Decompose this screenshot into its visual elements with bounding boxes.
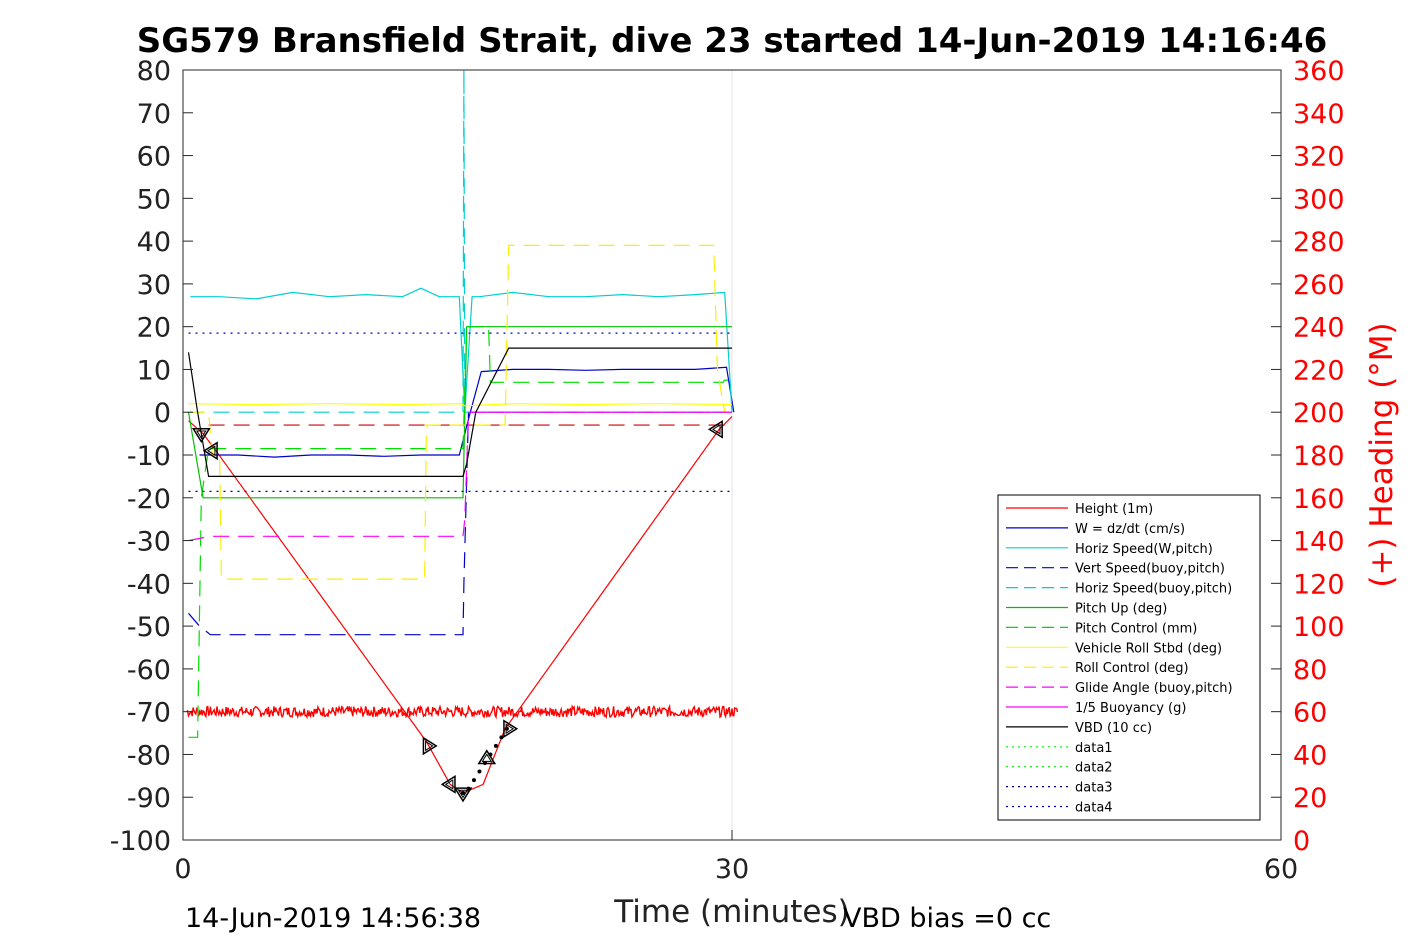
right-tick-label: 160 xyxy=(1293,484,1345,515)
right-tick-label: 180 xyxy=(1293,441,1345,472)
left-tick-label: -90 xyxy=(127,783,171,814)
right-tick-label: 140 xyxy=(1293,527,1345,558)
triangle-marker-inner xyxy=(457,789,469,799)
triangle-marker xyxy=(707,419,723,439)
legend-entry: Vehicle Roll Stbd (deg) xyxy=(1075,641,1222,656)
triangle-marker-inner xyxy=(206,445,216,457)
left-tick-label: 0 xyxy=(154,398,171,429)
right-tick-label: 0 xyxy=(1293,826,1310,857)
left-tick-label: 30 xyxy=(137,270,171,301)
right-axis-label: (+) Heading (°M) xyxy=(1364,322,1400,587)
left-tick-label: 20 xyxy=(137,313,171,344)
right-tick-label: 100 xyxy=(1293,612,1345,643)
triangle-marker-inner xyxy=(505,723,515,735)
right-tick-label: 220 xyxy=(1293,355,1345,386)
right-tick-label: 320 xyxy=(1293,142,1345,173)
ascent-dot xyxy=(471,778,476,783)
legend-entry: Pitch Control (mm) xyxy=(1075,621,1197,636)
legend-entry: Pitch Up (deg) xyxy=(1075,602,1167,617)
ascent-dot xyxy=(460,790,465,795)
legend-entry: data2 xyxy=(1075,761,1113,776)
legend-entry: data4 xyxy=(1075,801,1113,816)
triangle-marker xyxy=(440,775,456,794)
legend-entry: Roll Control (deg) xyxy=(1075,661,1189,676)
footer-timestamp: 14-Jun-2019 14:56:38 xyxy=(185,903,481,934)
right-axis: 3603403203002802602402202001801601401201… xyxy=(1293,56,1345,857)
left-tick-label: 50 xyxy=(137,184,171,215)
legend-entry: Vert Speed(buoy,pitch) xyxy=(1075,562,1225,577)
left-tick-label: -40 xyxy=(127,569,171,600)
legend-entry: data3 xyxy=(1075,781,1113,796)
left-tick-label: 60 xyxy=(137,142,171,173)
left-tick-label: -80 xyxy=(127,740,171,771)
right-tick-label: 340 xyxy=(1293,99,1345,130)
right-tick-label: 240 xyxy=(1293,313,1345,344)
triangle-marker xyxy=(422,736,438,756)
ascent-dot xyxy=(499,735,504,740)
legend-entry: VBD (10 cc) xyxy=(1075,721,1152,736)
right-tick-label: 280 xyxy=(1293,227,1345,258)
triangle-marker-inner xyxy=(481,753,493,762)
x-axis-label: Time (minutes) xyxy=(613,894,849,930)
triangle-marker-inner xyxy=(195,430,207,439)
triangle-marker xyxy=(191,428,211,444)
series-line-4 xyxy=(188,69,732,413)
ascent-dot xyxy=(477,769,482,774)
left-axis: 80 70 60 50 40 30 20 10 0 -10 -20 -30 -40 -50 -60 -70 -8… xyxy=(110,56,1281,857)
x-tick-label: 60 xyxy=(1264,854,1298,885)
triangle-marker-inner xyxy=(444,779,454,790)
left-tick-label: -70 xyxy=(127,698,171,729)
x-axis: 0 30 60 xyxy=(174,830,1298,885)
left-tick-label: -30 xyxy=(127,527,171,558)
right-tick-label: 40 xyxy=(1293,740,1327,771)
legend-entry: Horiz Speed(buoy,pitch) xyxy=(1075,582,1232,597)
left-tick-label: -50 xyxy=(127,612,171,643)
series-line-11 xyxy=(187,347,732,477)
legend-entry: Horiz Speed(W,pitch) xyxy=(1075,542,1213,557)
legend-entry: 1/5 Buoyancy (g) xyxy=(1075,701,1186,716)
x-tick-label: 0 xyxy=(174,854,191,885)
legend-box xyxy=(997,494,1261,821)
triangle-marker-inner xyxy=(425,740,434,752)
series-line-9 xyxy=(188,411,732,542)
ascent-dot xyxy=(504,726,509,731)
triangle-marker xyxy=(453,787,473,803)
series-line-7 xyxy=(188,403,733,407)
right-tick-label: 60 xyxy=(1293,698,1327,729)
right-tick-label: 200 xyxy=(1293,398,1345,429)
legend-entry: Height (1m) xyxy=(1075,502,1153,517)
left-tick-label: 40 xyxy=(137,227,171,258)
left-tick-label: 80 xyxy=(137,56,171,87)
triangle-marker-inner xyxy=(712,424,721,435)
legend: Height (1m) W = dz/dt (cm/s) Horiz Speed(W… xyxy=(997,494,1261,821)
marker-layer xyxy=(191,419,723,803)
triangle-marker xyxy=(503,719,519,739)
series-line-5 xyxy=(187,326,732,499)
left-tick-label: -60 xyxy=(127,655,171,686)
right-tick-label: 300 xyxy=(1293,184,1345,215)
left-tick-label: 10 xyxy=(137,355,171,386)
legend-entry: Glide Angle (buoy,pitch) xyxy=(1075,681,1233,696)
footer-vbd-bias: VBD bias =0 cc xyxy=(843,903,1051,934)
right-tick-label: 120 xyxy=(1293,569,1345,600)
x-tick-label: 30 xyxy=(715,854,749,885)
right-tick-label: 260 xyxy=(1293,270,1345,301)
right-tick-label: 80 xyxy=(1293,655,1327,686)
triangle-marker xyxy=(202,441,218,461)
left-tick-label: -100 xyxy=(110,826,171,857)
left-tick-label: 70 xyxy=(137,99,171,130)
left-tick-label: -20 xyxy=(127,484,171,515)
triangle-marker xyxy=(477,749,497,765)
right-tick-label: 360 xyxy=(1293,56,1345,87)
legend-entry: W = dz/dt (cm/s) xyxy=(1075,522,1185,537)
left-tick-label: -10 xyxy=(127,441,171,472)
right-tick-label: 20 xyxy=(1293,783,1327,814)
ascent-dot xyxy=(493,743,498,748)
legend-entry: data1 xyxy=(1075,741,1113,756)
series-heading xyxy=(186,703,739,720)
chart-title: SG579 Bransfield Strait, dive 23 started… xyxy=(137,21,1328,61)
